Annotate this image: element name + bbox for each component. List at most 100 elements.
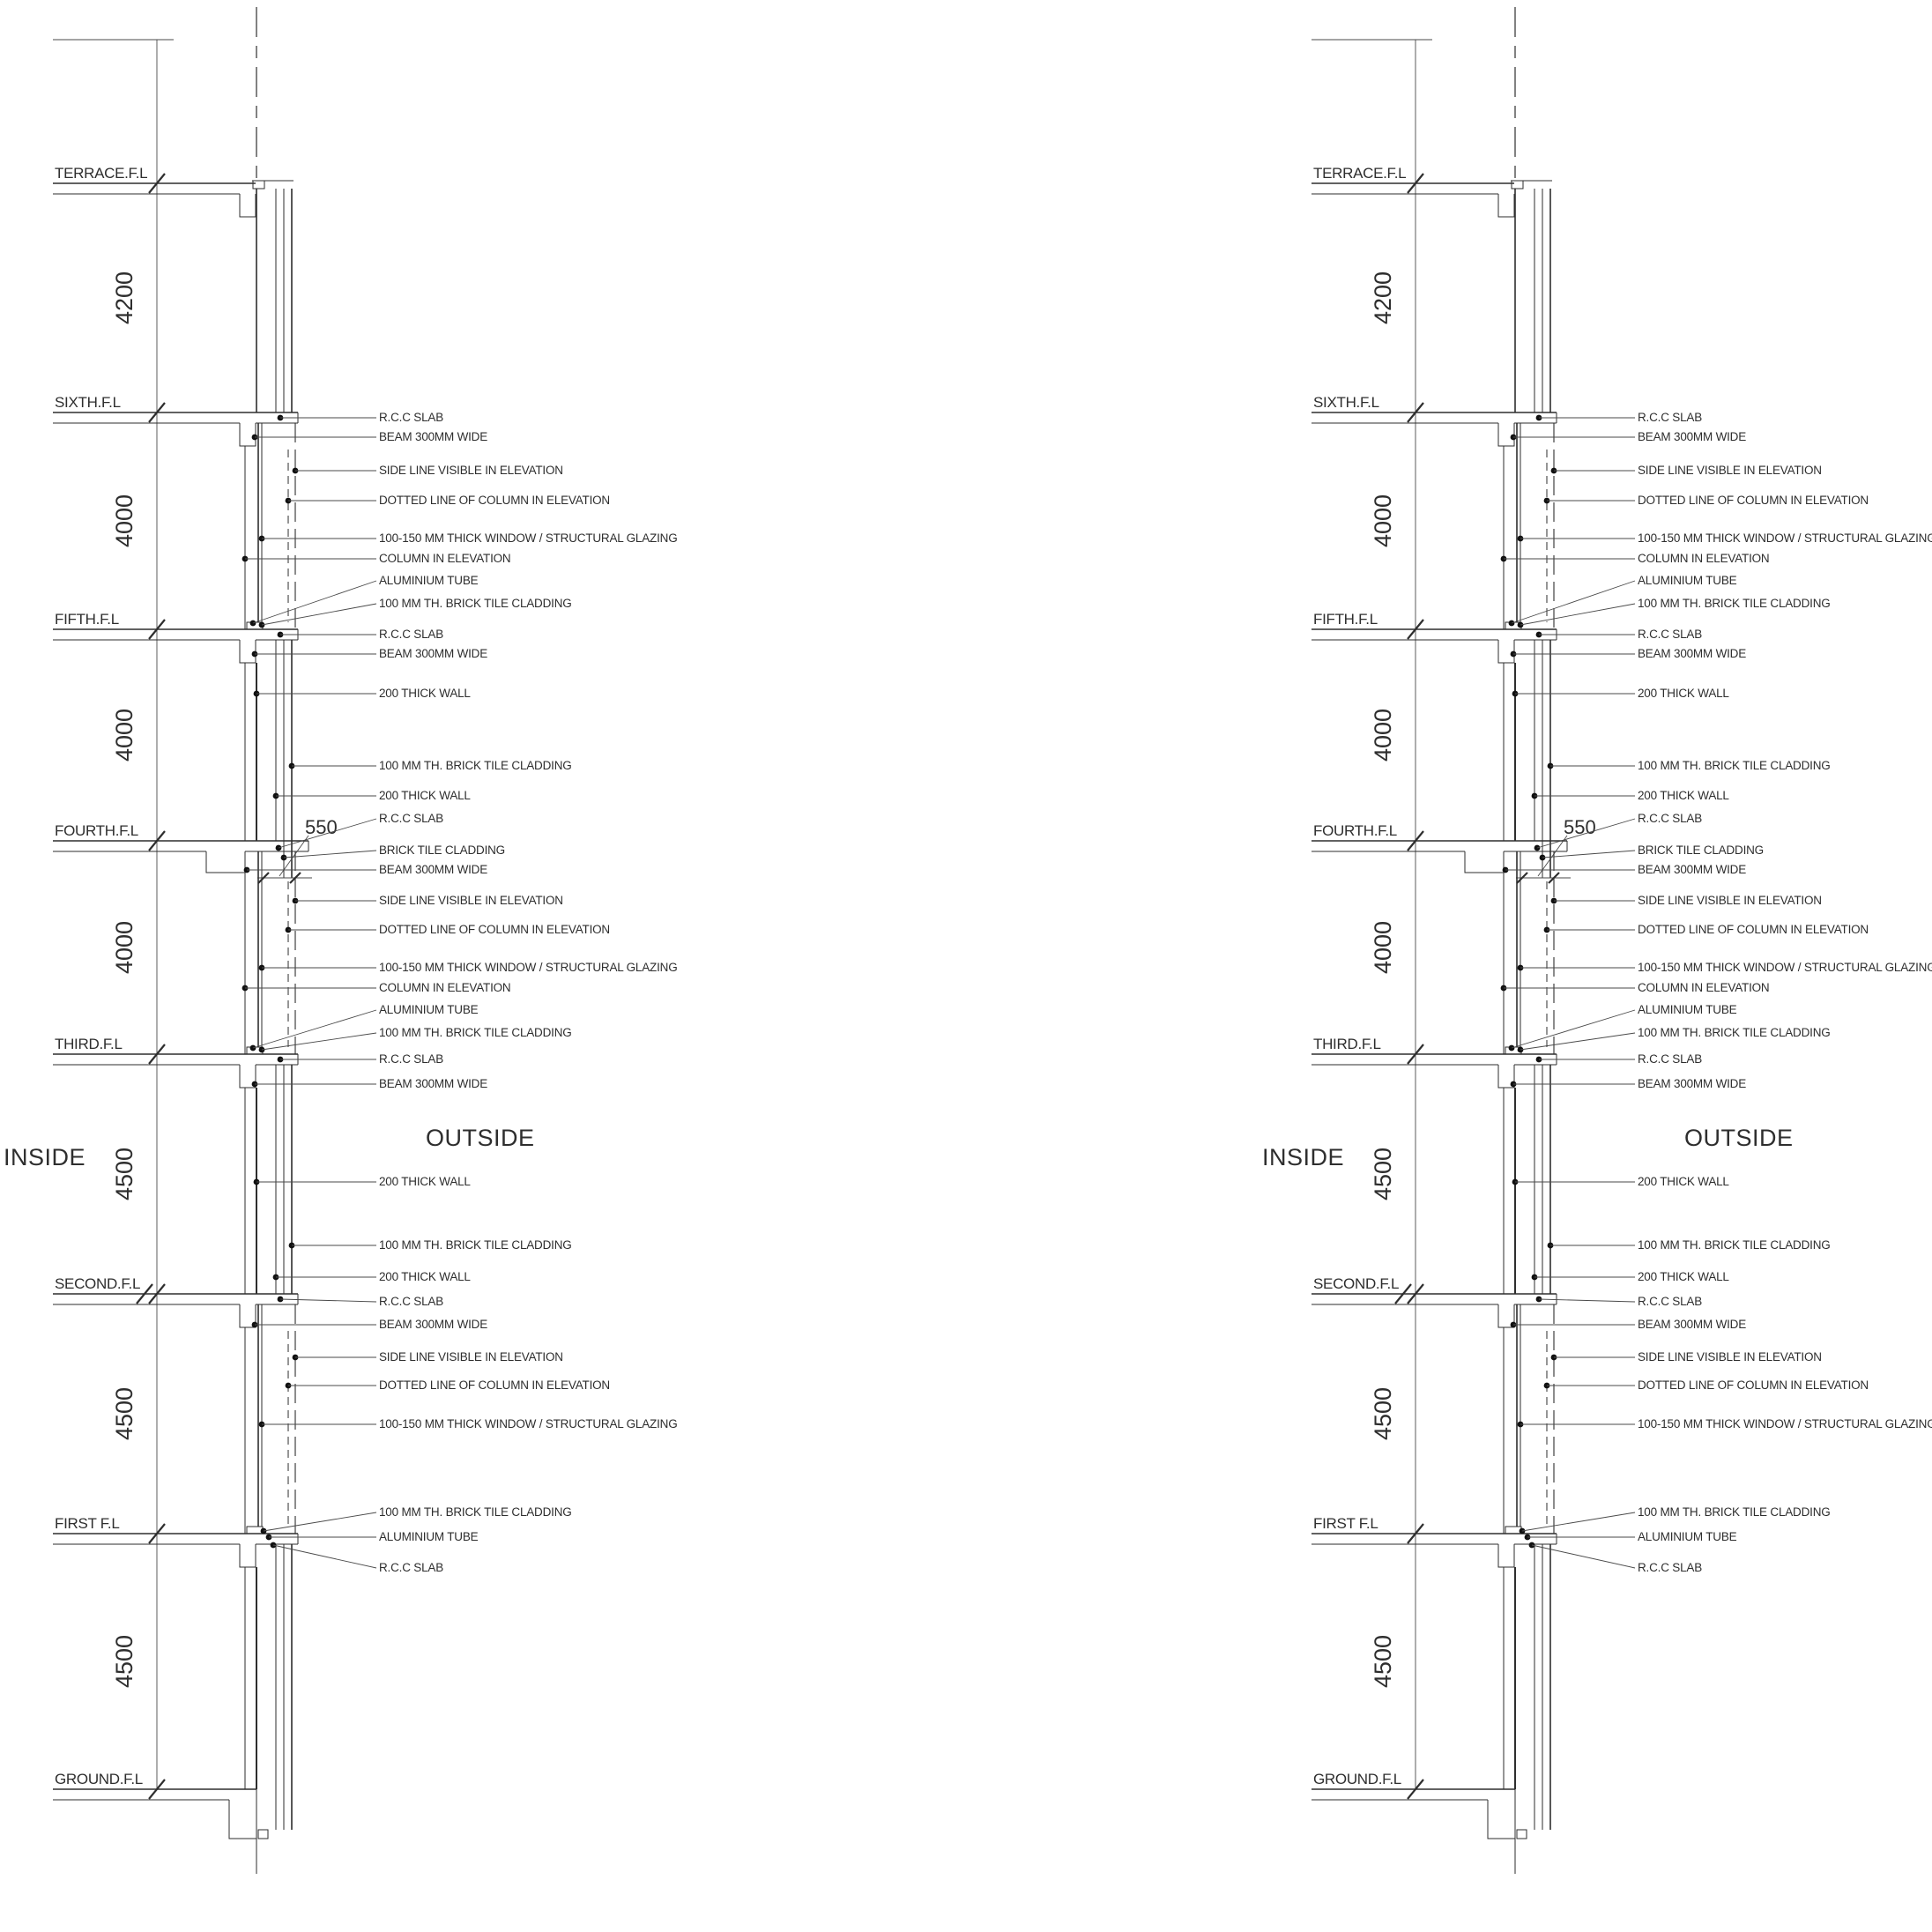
annotation: R.C.C SLAB (277, 628, 443, 641)
annotation-label: R.C.C SLAB (379, 628, 443, 641)
level-tick (148, 830, 166, 851)
annotation-label: 200 THICK WALL (379, 789, 471, 802)
annotation: 200 THICK WALL (253, 687, 472, 700)
annotation: 100-150 MM THICK WINDOW / STRUCTURAL GLA… (258, 531, 678, 545)
annotation: BEAM 300MM WIDE (251, 647, 487, 660)
annotation: 100-150 MM THICK WINDOW / STRUCTURAL GLA… (258, 961, 678, 974)
dim-550: 550 (257, 816, 338, 884)
annotation: DOTTED LINE OF COLUMN IN ELEVATION (285, 923, 610, 936)
annotation-label: SIDE LINE VISIBLE IN ELEVATION (379, 1350, 563, 1364)
annotation: 100 MM TH. BRICK TILE CLADDING (288, 1238, 572, 1252)
annotation-label: 100-150 MM THICK WINDOW / STRUCTURAL GLA… (379, 961, 678, 974)
annotation: R.C.C SLAB (277, 1052, 443, 1066)
floor-label: TERRACE.F.L (55, 165, 147, 182)
annotation-label: 100-150 MM THICK WINDOW / STRUCTURAL GLA… (379, 531, 678, 545)
floor-label: FIFTH.F.L (55, 611, 119, 628)
floor-label: THIRD.F.L (55, 1036, 123, 1052)
annotation-label: BRICK TILE CLADDING (379, 843, 505, 857)
annotation-label: 100 MM TH. BRICK TILE CLADDING (379, 759, 572, 772)
annotation: 100 MM TH. BRICK TILE CLADDING (260, 1505, 572, 1534)
annotation-label: BEAM 300MM WIDE (379, 1077, 487, 1090)
dim-label: 4000 (111, 921, 137, 974)
window-bay-fourth-third (244, 851, 296, 1055)
annotation: 100 MM TH. BRICK TILE CLADDING (288, 759, 572, 772)
level-tick (136, 1283, 153, 1304)
annotation: ALUMINIUM TUBE (249, 574, 479, 627)
annotation: DOTTED LINE OF COLUMN IN ELEVATION (285, 1378, 610, 1392)
annotation: ALUMINIUM TUBE (265, 1530, 479, 1543)
annotation-label: 100 MM TH. BRICK TILE CLADDING (379, 1026, 572, 1039)
annotation: DOTTED LINE OF COLUMN IN ELEVATION (285, 494, 610, 507)
annotation: BEAM 300MM WIDE (251, 1318, 487, 1331)
annotation-label: 200 THICK WALL (379, 687, 471, 700)
floor-label: FIRST F.L (55, 1515, 120, 1532)
level-tick (148, 402, 166, 423)
annotation-label: R.C.C SLAB (379, 1561, 443, 1574)
floor-label: SIXTH.F.L (55, 394, 121, 411)
floor-label: FOURTH.F.L (55, 822, 138, 839)
annotation: BEAM 300MM WIDE (251, 1077, 487, 1090)
annotation: 100 MM TH. BRICK TILE CLADDING (258, 1026, 572, 1053)
annotation: BEAM 300MM WIDE (243, 863, 487, 876)
annotation: R.C.C SLAB (275, 812, 443, 851)
floor-label: GROUND.F.L (55, 1771, 143, 1787)
floor-level-fourth: FOURTH.F.L 550 (53, 816, 338, 884)
annotation: 200 THICK WALL (272, 1270, 472, 1283)
floor-level-first: FIRST F.L (53, 1515, 299, 1568)
annotation: R.C.C SLAB (277, 1295, 443, 1308)
floor-level-sixth: SIXTH.F.L (53, 394, 299, 447)
annotation-label: BEAM 300MM WIDE (379, 863, 487, 876)
annotation: 200 THICK WALL (253, 1175, 472, 1188)
annotations: R.C.C SLAB BEAM 300MM WIDE SIDE LINE VIS… (242, 411, 678, 1574)
annotation-label: R.C.C SLAB (379, 1295, 443, 1308)
annotation: BEAM 300MM WIDE (251, 430, 487, 443)
annotation-label: DOTTED LINE OF COLUMN IN ELEVATION (379, 1378, 610, 1392)
annotation: SIDE LINE VISIBLE IN ELEVATION (292, 894, 563, 907)
annotation-label: DOTTED LINE OF COLUMN IN ELEVATION (379, 494, 610, 507)
annotation: SIDE LINE VISIBLE IN ELEVATION (292, 464, 563, 477)
wall-section-detail-left: TERRACE.F.L SIXTH.F.L (4, 7, 678, 1874)
annotation-label: BEAM 300MM WIDE (379, 430, 487, 443)
annotation-label: BEAM 300MM WIDE (379, 1318, 487, 1331)
level-tick (148, 1283, 166, 1304)
annotation-label: 200 THICK WALL (379, 1270, 471, 1283)
window-bay-second-first (244, 1304, 296, 1534)
annotation-label: ALUMINIUM TUBE (379, 1530, 479, 1543)
floor-level-fifth: FIFTH.F.L (53, 611, 299, 664)
inside-label: INSIDE (4, 1144, 85, 1170)
annotation-label: DOTTED LINE OF COLUMN IN ELEVATION (379, 923, 610, 936)
annotation-label: ALUMINIUM TUBE (379, 1003, 479, 1016)
annotation: 200 THICK WALL (272, 789, 472, 802)
aluminium-tube-sill (246, 1526, 264, 1534)
annotation: 100 MM TH. BRICK TILE CLADDING (258, 597, 572, 628)
dim-label: 4500 (111, 1387, 137, 1440)
storey-dimensions: 4200 4000 4000 4000 4500 4500 4500 (111, 271, 137, 1688)
floor-level-second: SECOND.F.L (53, 1275, 299, 1328)
level-tick (148, 1044, 166, 1065)
parapet-bay (256, 189, 293, 412)
annotation-label: ALUMINIUM TUBE (379, 574, 479, 587)
annotation-label: BEAM 300MM WIDE (379, 647, 487, 660)
annotation-label: SIDE LINE VISIBLE IN ELEVATION (379, 464, 563, 477)
annotation-label: SIDE LINE VISIBLE IN ELEVATION (379, 894, 563, 907)
annotation-label: 200 THICK WALL (379, 1175, 471, 1188)
annotation-label: R.C.C SLAB (379, 1052, 443, 1066)
annotation-label: 100 MM TH. BRICK TILE CLADDING (379, 1505, 572, 1519)
annotation-label: R.C.C SLAB (379, 812, 443, 825)
annotation: BRICK TILE CLADDING (280, 843, 505, 861)
annotation-label: COLUMN IN ELEVATION (379, 552, 510, 565)
annotation-label: 100 MM TH. BRICK TILE CLADDING (379, 597, 572, 610)
annotation: R.C.C SLAB (270, 1542, 443, 1574)
annotation-label: 100 MM TH. BRICK TILE CLADDING (379, 1238, 572, 1252)
annotation: 100-150 MM THICK WINDOW / STRUCTURAL GLA… (258, 1417, 678, 1430)
dim-label: 4500 (111, 1148, 137, 1200)
floor-label: SECOND.F.L (55, 1275, 140, 1292)
annotation-label: COLUMN IN ELEVATION (379, 981, 510, 994)
level-tick (148, 619, 166, 640)
level-tick (148, 1523, 166, 1544)
wall-bay-third-second (244, 1065, 293, 1294)
wall-bay-fifth-fourth (244, 640, 293, 878)
annotation: COLUMN IN ELEVATION (242, 981, 511, 994)
floor-level-third: THIRD.F.L (53, 1036, 299, 1089)
